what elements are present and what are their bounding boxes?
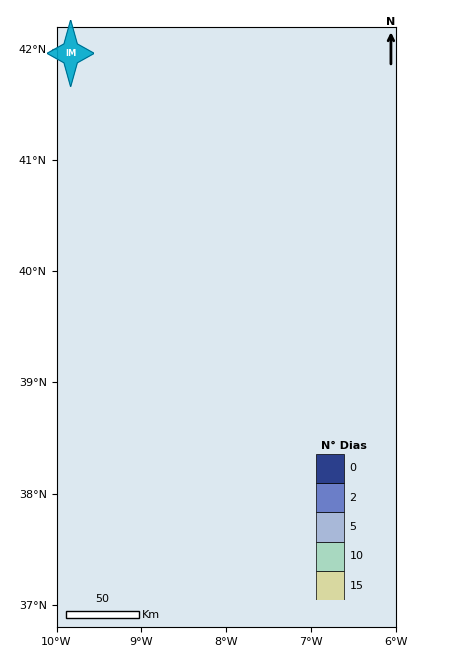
Text: 2: 2 [349, 493, 357, 502]
Text: 0: 0 [349, 464, 357, 473]
Text: IM: IM [65, 49, 76, 58]
Bar [316, 571, 344, 600]
Bar [316, 454, 344, 483]
Text: Km: Km [142, 610, 160, 620]
Bar [316, 483, 344, 512]
Polygon shape [47, 20, 94, 87]
Text: N: N [386, 17, 396, 27]
Bar [66, 611, 139, 618]
Text: 10: 10 [349, 552, 364, 561]
Title: N° Dias: N° Dias [321, 442, 367, 452]
Text: 50: 50 [96, 594, 110, 604]
Text: 5: 5 [349, 522, 357, 532]
Text: 15: 15 [349, 581, 364, 590]
Bar [316, 512, 344, 542]
Bar [316, 542, 344, 571]
